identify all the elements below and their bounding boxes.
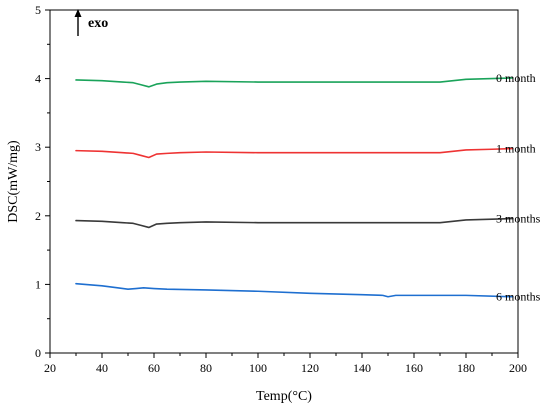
x-tick-label: 20 [44, 361, 56, 375]
series-label: 3 months [496, 212, 541, 226]
x-tick-label: 60 [148, 361, 160, 375]
x-tick-label: 80 [200, 361, 212, 375]
series-label: 0 month [496, 71, 536, 85]
x-tick-label: 160 [405, 361, 423, 375]
y-tick-label: 1 [35, 277, 41, 291]
series-labels: 0 month 1 month 3 months 6 months [496, 71, 541, 304]
series-line-0-month [75, 77, 514, 88]
exo-annotation: exo [74, 9, 108, 36]
series-line-1-month [75, 147, 514, 159]
series-label: 1 month [496, 142, 536, 156]
x-tick-label: 200 [509, 361, 527, 375]
y-tick-label: 3 [35, 140, 41, 154]
y-axis: 0 1 2 3 4 5 [35, 3, 50, 360]
x-axis: 20 40 60 80 100 120 140 160 180 200 [44, 353, 527, 375]
x-tick-label: 100 [249, 361, 267, 375]
series-line-6-months [75, 282, 514, 298]
y-tick-label: 0 [35, 346, 41, 360]
y-tick-label: 4 [35, 72, 41, 86]
exo-label: exo [88, 16, 108, 31]
x-tick-label: 120 [301, 361, 319, 375]
y-tick-label: 5 [35, 3, 41, 17]
x-tick-label: 140 [353, 361, 371, 375]
x-tick-label: 180 [457, 361, 475, 375]
series-line-3-months [75, 217, 514, 229]
series-label: 6 months [496, 290, 541, 304]
y-tick-label: 2 [35, 209, 41, 223]
x-axis-title: Temp(°C) [256, 389, 312, 404]
x-tick-label: 40 [96, 361, 108, 375]
y-axis-title: DSC(mW/mg) [6, 140, 21, 223]
series-lines [75, 77, 514, 298]
exo-arrowhead-icon [74, 9, 82, 17]
